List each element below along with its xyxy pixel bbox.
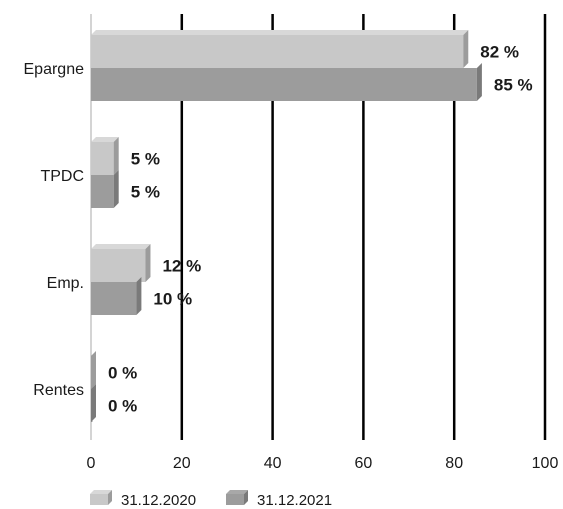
x-axis: 0 20 40 60 80 100: [87, 455, 559, 472]
bar-emp-1: [91, 244, 151, 282]
bar-side: [476, 63, 482, 101]
bar-front: [91, 175, 114, 208]
bar-side: [145, 244, 151, 282]
bar-tpdc-1: [91, 137, 119, 175]
legend-item-2: 31.12.2021: [226, 490, 332, 509]
bar-side: [91, 384, 96, 422]
category-label: Rentes: [33, 382, 84, 399]
bar-rentes-1: [91, 351, 96, 389]
bar-side: [463, 30, 469, 68]
data-label: 10 %: [153, 290, 192, 309]
bar-side: [113, 137, 119, 175]
bar-front: [91, 282, 137, 315]
legend-label: 31.12.2020: [121, 492, 196, 509]
category-label: Epargne: [24, 61, 85, 78]
legend-item-1: 31.12.2020: [90, 490, 196, 509]
data-label: 82 %: [480, 43, 519, 62]
legend-swatch-top: [90, 490, 112, 494]
bar-top: [91, 244, 151, 249]
bar-side: [113, 170, 119, 208]
bar-front: [91, 68, 477, 101]
data-label: 5 %: [131, 183, 160, 202]
bar-side: [136, 277, 142, 315]
x-tick-label: 20: [173, 455, 191, 472]
bar-front: [91, 142, 114, 175]
bar-side: [91, 351, 96, 389]
data-label: 12 %: [162, 257, 201, 276]
data-labels: 82 % 85 % 5 % 5 % 12 % 10 % 0 % 0 %: [108, 43, 533, 416]
bar-top: [91, 137, 119, 142]
category-labels: Epargne TPDC Emp. Rentes: [24, 61, 85, 399]
bar-top: [91, 30, 469, 35]
legend-swatch: [226, 494, 244, 505]
x-tick-label: 60: [355, 455, 373, 472]
bar-epargne-2: [91, 63, 482, 101]
category-label: TPDC: [40, 168, 84, 185]
legend-label: 31.12.2021: [257, 492, 332, 509]
legend: 31.12.2020 31.12.2021: [90, 490, 332, 509]
bar-rentes-2: [91, 384, 96, 422]
bar-epargne-1: [91, 30, 469, 68]
bar-tpdc-2: [91, 170, 119, 208]
bar-emp-2: [91, 277, 142, 315]
data-label: 0 %: [108, 397, 137, 416]
bars: [91, 30, 482, 422]
x-tick-label: 40: [264, 455, 282, 472]
bar-front: [91, 35, 464, 68]
category-label: Emp.: [47, 275, 84, 292]
data-label: 5 %: [131, 150, 160, 169]
legend-swatch: [90, 494, 108, 505]
data-label: 0 %: [108, 364, 137, 383]
x-tick-label: 0: [87, 455, 96, 472]
legend-swatch-top: [226, 490, 248, 494]
data-label: 85 %: [494, 76, 533, 95]
x-tick-label: 80: [445, 455, 463, 472]
legend-swatch-side: [244, 490, 248, 505]
x-tick-label: 100: [532, 455, 559, 472]
bar-front: [91, 249, 146, 282]
legend-swatch-side: [108, 490, 112, 505]
